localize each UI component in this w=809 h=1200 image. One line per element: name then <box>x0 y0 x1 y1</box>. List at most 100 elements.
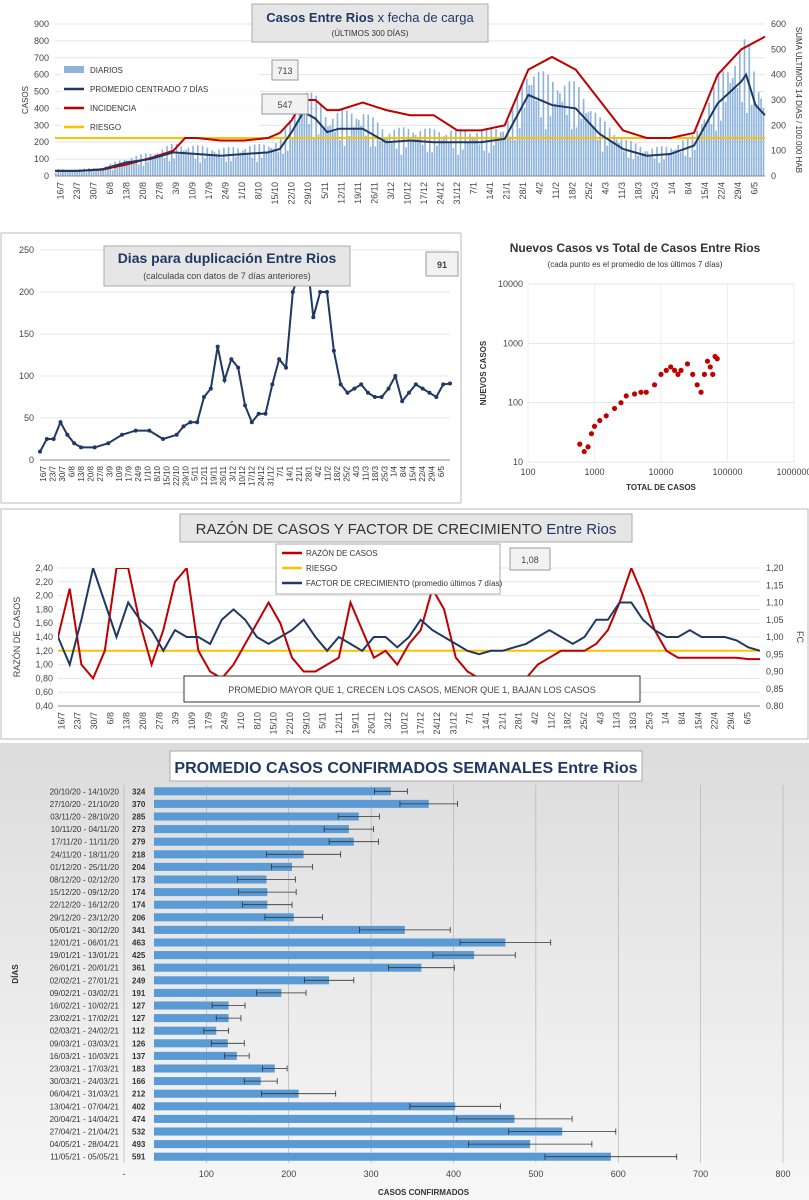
bar-diarios <box>76 171 78 176</box>
data-label: 249 <box>132 976 146 985</box>
chart-title: Casos Entre Rios x fecha de carga <box>266 10 474 25</box>
bar <box>154 875 267 884</box>
x-tick-label: 6/8 <box>68 465 77 477</box>
bar-diarios <box>327 126 329 176</box>
y-tick-label: 0,80 <box>35 673 53 683</box>
duplicacion-point <box>420 386 425 391</box>
bar-diarios <box>722 71 725 176</box>
nuevos-vs-total-chart-panel: Nuevos Casos vs Total de Casos Entre Rio… <box>462 232 809 504</box>
x-tick-label: 17/9 <box>124 465 133 481</box>
x-tick-label: 24/12 <box>432 712 442 735</box>
duplicacion-point <box>44 437 49 441</box>
bar-diarios <box>130 157 133 176</box>
bar <box>154 988 282 997</box>
bar-diarios <box>310 92 313 176</box>
duplicacion-point <box>393 374 398 378</box>
annotation: 1,08 <box>521 555 539 565</box>
data-label: 591 <box>132 1153 146 1162</box>
bar <box>154 1001 229 1010</box>
bar-diarios <box>393 129 396 176</box>
x-tick-label: 20/8 <box>138 182 148 200</box>
bar-diarios <box>329 125 332 176</box>
bar-diarios <box>180 146 183 176</box>
y2-tick-label: 0,90 <box>766 667 784 677</box>
bar-diarios <box>497 138 500 176</box>
data-label: 126 <box>132 1039 146 1048</box>
x-tick-label: 25/3 <box>380 465 389 481</box>
category-label: 11/05/21 - 05/05/21 <box>50 1153 119 1162</box>
x-tick-label: 27/8 <box>96 465 105 481</box>
x-tick-label: 12/11 <box>336 182 346 204</box>
scatter-point <box>694 382 700 388</box>
bar-diarios <box>109 163 112 176</box>
category-label: 24/11/20 - 18/11/20 <box>51 850 120 859</box>
bar-diarios <box>123 159 126 176</box>
x-tick-label: 4/3 <box>595 712 605 725</box>
chart-title: PROMEDIO CASOS CONFIRMADOS SEMANALES Ent… <box>174 760 637 777</box>
x-tick-label: 6/5 <box>749 182 759 195</box>
x-tick-label: 24/9 <box>134 465 143 481</box>
data-label: 370 <box>132 800 146 809</box>
bar-diarios <box>684 155 687 176</box>
bar-diarios <box>294 113 296 176</box>
bar-diarios <box>426 151 429 176</box>
bar-diarios <box>78 169 81 176</box>
y-tick-label: 300 <box>34 120 49 130</box>
x-tick-label: 100 <box>520 467 535 477</box>
legend-label: RIESGO <box>306 564 337 573</box>
bar-diarios <box>187 147 190 176</box>
bar-diarios <box>547 74 549 176</box>
x-tick-label: 14/1 <box>285 465 294 481</box>
x-axis-label: CASOS CONFIRMADOS <box>378 1188 470 1197</box>
x-tick-label: 8/4 <box>399 465 408 477</box>
scatter-point <box>707 364 713 370</box>
x-tick-label: 17/12 <box>419 182 429 205</box>
bar-diarios <box>753 71 755 176</box>
bar-diarios <box>689 157 691 176</box>
y-tick-label: 800 <box>34 36 49 46</box>
bar <box>154 787 391 796</box>
y-tick-label: 900 <box>34 19 49 29</box>
scatter-point <box>714 356 720 362</box>
bar-diarios <box>104 166 107 176</box>
bar-diarios <box>163 157 166 176</box>
bar <box>154 963 422 972</box>
bar-diarios <box>419 131 422 176</box>
duplicacion-point <box>181 424 186 429</box>
bar-diarios <box>59 171 62 176</box>
scatter-point <box>671 367 678 373</box>
x-tick-label: 31/12 <box>448 712 458 735</box>
bar-diarios <box>755 104 758 176</box>
x-tick-label: 16/7 <box>55 182 65 200</box>
bar-diarios <box>712 87 715 176</box>
x-tick-label: 5/11 <box>320 182 330 199</box>
bar-diarios <box>282 153 284 176</box>
x-tick-label: 24/12 <box>257 465 266 486</box>
bar-diarios <box>142 165 145 176</box>
x-tick-label: 8/4 <box>683 182 693 195</box>
scatter-point <box>678 367 684 373</box>
bar-diarios <box>644 151 646 176</box>
bar-diarios <box>492 145 495 176</box>
data-label: 212 <box>132 1090 146 1099</box>
bar-diarios <box>92 168 95 176</box>
bar <box>154 1026 217 1035</box>
bar-diarios <box>623 151 625 176</box>
bar-diarios <box>62 169 64 176</box>
x-tick-label: 23/7 <box>72 182 82 200</box>
category-label: 19/01/21 - 13/01/21 <box>50 951 120 960</box>
y2-tick-label: 1,20 <box>766 563 784 573</box>
bar-diarios <box>554 103 557 176</box>
bar-diarios <box>391 142 393 176</box>
bar-diarios <box>490 127 493 176</box>
bar <box>154 938 506 947</box>
bar-diarios <box>343 145 346 176</box>
x-tick-label: 3/9 <box>171 712 181 725</box>
data-label: 493 <box>132 1140 146 1149</box>
duplicacion-point <box>188 420 193 425</box>
bar-diarios <box>357 119 360 176</box>
category-label: 16/02/21 - 10/02/21 <box>50 1002 120 1011</box>
bar-diarios <box>215 153 218 176</box>
x-tick-label: 4/3 <box>601 182 611 195</box>
x-tick-label: 7/1 <box>465 712 475 725</box>
